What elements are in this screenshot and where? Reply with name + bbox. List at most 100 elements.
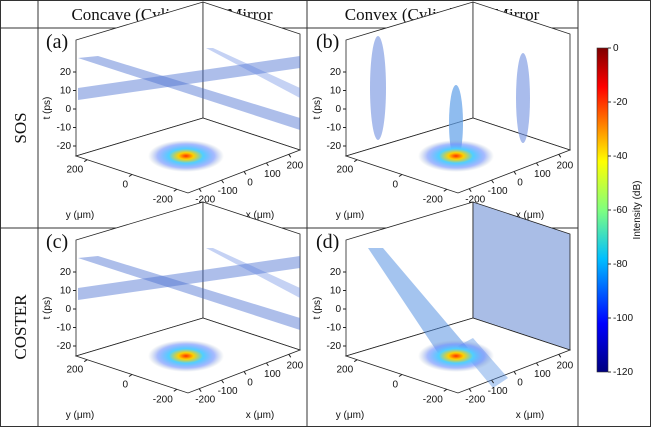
tick-mark bbox=[353, 359, 358, 363]
tick-mark bbox=[221, 179, 225, 184]
x-tick-label: 0 bbox=[517, 178, 523, 189]
axis-label: y (μm) bbox=[336, 410, 365, 421]
colorbar-tick-label: -60 bbox=[613, 205, 628, 216]
t-tick-label: 10 bbox=[60, 86, 72, 97]
tick-mark bbox=[83, 159, 88, 163]
t-tick-label: -10 bbox=[327, 323, 342, 334]
colorbar-tick-label: -20 bbox=[613, 97, 628, 108]
tick-mark bbox=[491, 379, 495, 384]
axis-label: x (μm) bbox=[516, 210, 545, 221]
tick-mark bbox=[398, 174, 403, 177]
t-tick-label: -10 bbox=[327, 123, 342, 134]
panel-label: (a) bbox=[46, 31, 68, 53]
streak bbox=[368, 248, 468, 353]
axis-label: y (μm) bbox=[66, 210, 95, 221]
t-tick-label: 0 bbox=[65, 104, 71, 115]
panel: (d)t (ps)y (μm) x (μm)20100-10-202000-200… bbox=[312, 201, 574, 421]
streak bbox=[78, 256, 300, 300]
axis-label: y (μm) bbox=[336, 210, 365, 221]
x-tick-label: -100 bbox=[488, 386, 508, 397]
tick-mark bbox=[243, 371, 247, 375]
axis-label: t (ps) bbox=[312, 97, 323, 120]
streak bbox=[206, 248, 300, 298]
axis-label: x (μm) bbox=[246, 210, 275, 221]
tick-mark bbox=[513, 371, 517, 375]
colorbar-tick-label: 0 bbox=[613, 43, 619, 54]
tick-mark bbox=[468, 388, 472, 392]
t-tick-label: -10 bbox=[57, 123, 72, 134]
tick-mark bbox=[128, 174, 133, 177]
row-label: SOS bbox=[11, 112, 30, 143]
x-tick-label: -200 bbox=[465, 395, 485, 406]
tick-mark bbox=[468, 188, 472, 192]
tick-mark bbox=[221, 379, 225, 384]
colorbar-label: Intensity (dB) bbox=[632, 181, 643, 240]
tick-mark bbox=[288, 354, 292, 358]
t-tick-label: 10 bbox=[60, 286, 72, 297]
t-tick-label: 20 bbox=[330, 267, 342, 278]
t-tick-label: 10 bbox=[330, 86, 342, 97]
axis-label: t (ps) bbox=[312, 297, 323, 320]
x-tick-label: -100 bbox=[218, 186, 238, 197]
axis-label: t (ps) bbox=[42, 297, 53, 320]
t-tick-label: -20 bbox=[327, 141, 342, 152]
tick-mark bbox=[173, 188, 178, 192]
tick-mark bbox=[265, 362, 269, 367]
x-tick-label: 200 bbox=[286, 360, 303, 371]
y-tick-label: 0 bbox=[392, 180, 398, 191]
streak bbox=[78, 256, 300, 330]
floor-blob bbox=[418, 140, 494, 172]
tick-mark bbox=[83, 359, 88, 363]
tick-mark bbox=[288, 154, 292, 158]
y-tick-label: 200 bbox=[67, 165, 84, 176]
tick-mark bbox=[265, 162, 269, 167]
t-tick-label: 10 bbox=[330, 286, 342, 297]
x-tick-label: 0 bbox=[247, 378, 253, 389]
axis-label: x (μm) bbox=[516, 410, 545, 421]
axis-label: t (ps) bbox=[42, 97, 53, 120]
floor-blob bbox=[418, 340, 494, 372]
tick-mark bbox=[198, 388, 202, 392]
t-tick-label: 20 bbox=[60, 267, 72, 278]
streak bbox=[370, 36, 386, 140]
y-tick-label: -200 bbox=[423, 194, 443, 205]
tick-mark bbox=[353, 159, 358, 163]
t-tick-label: -20 bbox=[327, 341, 342, 352]
floor-blob bbox=[148, 340, 224, 372]
x-tick-label: -200 bbox=[195, 195, 215, 206]
tick-mark bbox=[558, 354, 562, 358]
colorbar-tick-label: -100 bbox=[613, 313, 633, 324]
tick-mark bbox=[128, 374, 133, 377]
tick-mark bbox=[443, 188, 448, 192]
streak bbox=[78, 56, 300, 130]
y-tick-label: 0 bbox=[392, 380, 398, 391]
x-tick-label: -100 bbox=[218, 386, 238, 397]
t-tick-label: -10 bbox=[57, 323, 72, 334]
tick-mark bbox=[243, 171, 247, 175]
t-tick-label: -20 bbox=[57, 341, 72, 352]
y-tick-label: -200 bbox=[153, 194, 173, 205]
tick-mark bbox=[513, 171, 517, 175]
x-tick-label: 0 bbox=[517, 378, 523, 389]
y-tick-label: 200 bbox=[67, 365, 84, 376]
x-tick-label: 100 bbox=[534, 169, 551, 180]
panel: (a)t (ps)y (μm) x (μm)20100-10-202000-200… bbox=[42, 1, 304, 221]
y-tick-label: -200 bbox=[153, 394, 173, 405]
panel: (c)t (ps)y (μm) x (μm)20100-10-202000-200… bbox=[42, 201, 304, 421]
t-tick-label: 20 bbox=[330, 67, 342, 78]
y-tick-label: 0 bbox=[122, 180, 128, 191]
tick-mark bbox=[535, 362, 539, 367]
x-tick-label: 0 bbox=[247, 178, 253, 189]
t-tick-label: 0 bbox=[335, 104, 341, 115]
colorbar-tick-label: -80 bbox=[613, 259, 628, 270]
x-tick-label: 100 bbox=[534, 369, 551, 380]
x-tick-label: 200 bbox=[556, 360, 573, 371]
colorbar-tick-label: -120 bbox=[613, 367, 633, 378]
y-tick-label: 200 bbox=[337, 365, 354, 376]
t-tick-label: -20 bbox=[57, 141, 72, 152]
row-label: COSTER bbox=[11, 294, 30, 360]
floor-blob bbox=[148, 140, 224, 172]
t-tick-label: 0 bbox=[65, 304, 71, 315]
tick-mark bbox=[398, 374, 403, 377]
